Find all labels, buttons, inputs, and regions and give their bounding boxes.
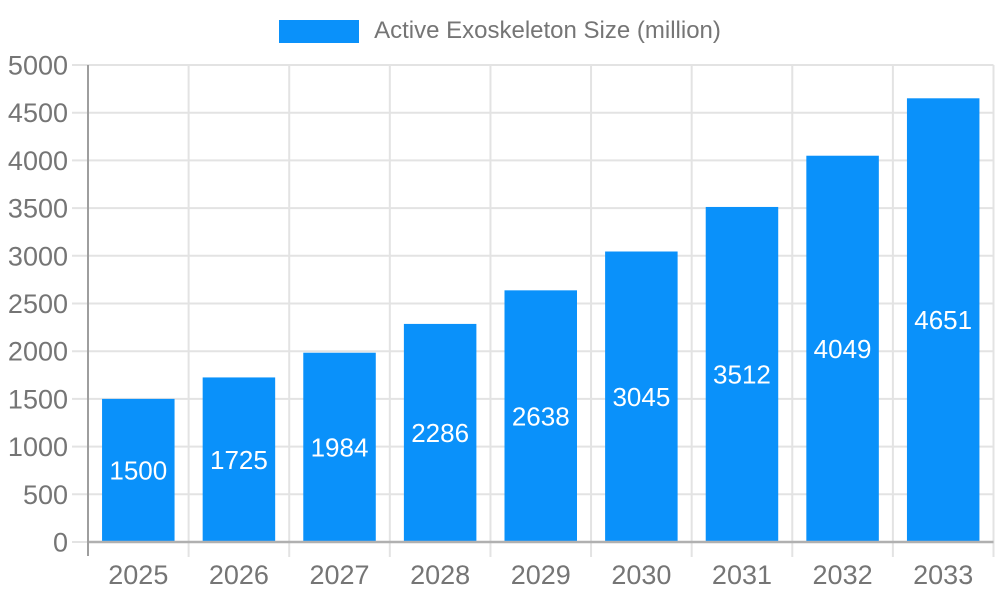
x-tick-label: 2032 xyxy=(813,560,873,590)
x-tick-label: 2029 xyxy=(511,560,571,590)
y-tick-label: 4500 xyxy=(8,98,68,128)
y-tick-label: 3500 xyxy=(8,194,68,224)
x-tick-label: 2027 xyxy=(309,560,369,590)
bar[interactable] xyxy=(303,352,376,542)
x-tick-label: 2033 xyxy=(913,560,973,590)
legend-item[interactable]: Active Exoskeleton Size (million) xyxy=(0,19,1000,43)
bar[interactable] xyxy=(102,398,175,542)
legend-label: Active Exoskeleton Size (million) xyxy=(374,17,721,44)
bar-value-label: 4651 xyxy=(914,305,972,335)
bar[interactable] xyxy=(605,251,678,542)
y-tick-label: 2000 xyxy=(8,337,68,367)
x-tick-label: 2028 xyxy=(410,560,470,590)
y-tick-label: 2500 xyxy=(8,289,68,319)
bar-value-label: 2638 xyxy=(512,401,570,431)
bar[interactable] xyxy=(504,290,578,542)
bar-value-label: 1725 xyxy=(210,445,268,475)
x-tick-label: 2030 xyxy=(611,560,671,590)
bar[interactable] xyxy=(705,206,779,542)
y-tick-label: 4000 xyxy=(8,146,68,176)
x-tick-label: 2031 xyxy=(712,560,772,590)
y-tick-label: 5000 xyxy=(8,50,68,80)
bar-value-label: 3045 xyxy=(612,382,670,412)
bar-value-label: 1984 xyxy=(311,432,369,462)
legend-color-swatch xyxy=(279,19,360,43)
y-tick-label: 3000 xyxy=(8,241,68,271)
y-tick-label: 0 xyxy=(53,527,68,557)
bar-value-label: 2286 xyxy=(411,418,469,448)
bar-value-label: 3512 xyxy=(713,360,771,390)
y-tick-label: 500 xyxy=(23,480,68,510)
y-tick-label: 1500 xyxy=(8,384,68,414)
bar-value-label: 4049 xyxy=(814,334,872,364)
bar-value-label: 1500 xyxy=(109,456,167,486)
bar[interactable] xyxy=(202,377,276,542)
x-tick-label: 2026 xyxy=(209,560,269,590)
y-tick-label: 1000 xyxy=(8,432,68,462)
x-tick-label: 2025 xyxy=(108,560,168,590)
bar[interactable] xyxy=(806,155,879,542)
bar[interactable] xyxy=(906,98,980,542)
bar[interactable] xyxy=(403,323,477,542)
